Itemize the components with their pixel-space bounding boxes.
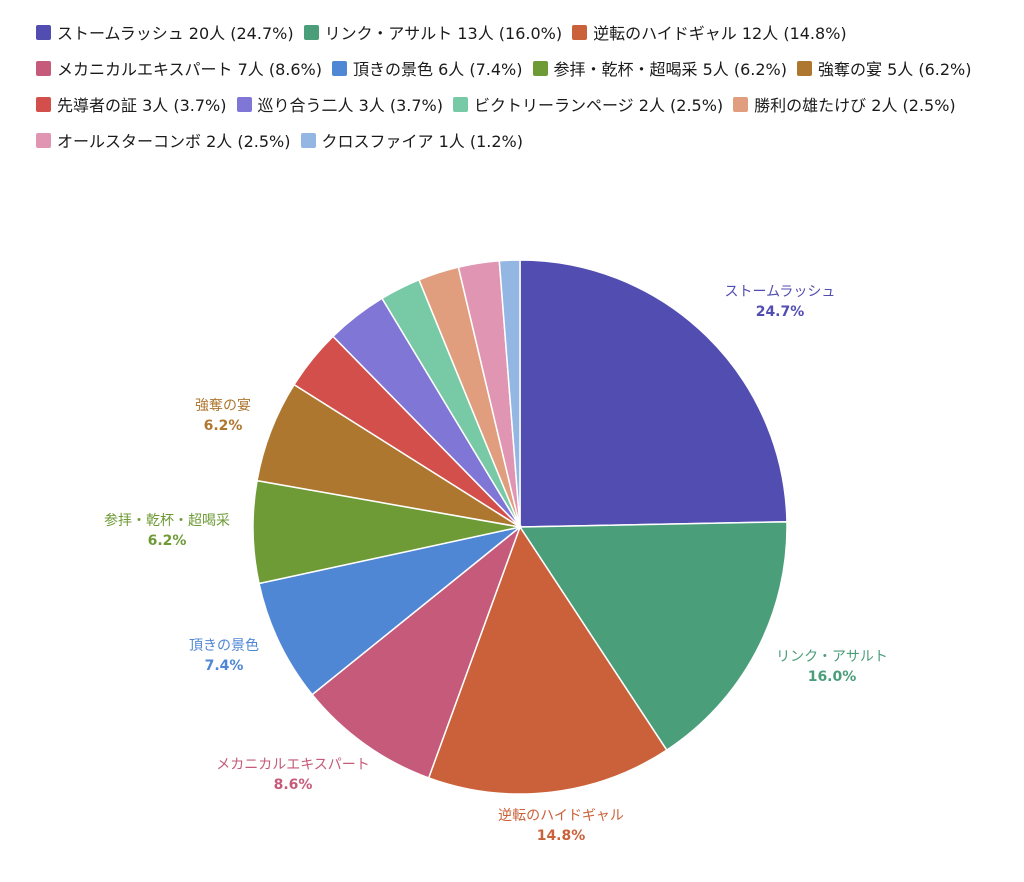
pie-slice[interactable]: [258, 526, 521, 696]
legend-swatch: [532, 60, 548, 76]
legend-item[interactable]: ビクトリーランページ 2人 (2.5%): [453, 90, 723, 118]
pie-slice[interactable]: [518, 521, 788, 752]
legend-label: ストームラッシュ 20人 (24.7%): [57, 24, 294, 43]
slice-label: 強奪の宴: [195, 397, 251, 414]
pie-slice[interactable]: [427, 525, 668, 795]
pie-slice[interactable]: [498, 259, 521, 528]
slice-percent-label: 24.7%: [756, 304, 805, 320]
pie-slice[interactable]: [519, 259, 788, 528]
legend-swatch: [453, 96, 468, 112]
legend-label: 巡り合う二人 3人 (3.7%): [257, 96, 444, 115]
legend-label: オールスターコンボ 2人 (2.5%): [57, 132, 291, 151]
legend-swatch: [797, 60, 813, 76]
slice-percent-label: 16.0%: [808, 669, 857, 685]
legend-item[interactable]: クロスファイア 1人 (1.2%): [300, 126, 524, 154]
legend-label: ビクトリーランページ 2人 (2.5%): [474, 96, 724, 115]
legend-swatch: [300, 132, 316, 148]
slice-label: 逆転のハイドギャル: [498, 808, 624, 824]
legend-item[interactable]: 先導者の証 3人 (3.7%): [36, 90, 227, 118]
legend-swatch: [572, 24, 588, 40]
slice-percent-label: 6.2%: [148, 533, 187, 549]
legend-swatch: [332, 60, 348, 76]
slice-percent-label: 14.8%: [537, 828, 586, 844]
legend-swatch: [36, 96, 51, 112]
slice-label: 頂きの景色: [189, 637, 259, 654]
legend-item[interactable]: メカニカルエキスパート 7人 (8.6%): [36, 54, 322, 82]
legend-item[interactable]: オールスターコンボ 2人 (2.5%): [36, 126, 291, 154]
slice-label: ストームラッシュ: [725, 284, 836, 300]
slice-percent-label: 8.6%: [274, 777, 313, 793]
legend-item[interactable]: リンク・アサルト 13人 (16.0%): [303, 18, 563, 46]
legend-item[interactable]: 頂きの景色 6人 (7.4%): [332, 54, 523, 82]
legend-item[interactable]: 強奪の宴 5人 (6.2%): [797, 54, 972, 82]
legend-item[interactable]: 勝利の雄たけび 2人 (2.5%): [733, 90, 956, 118]
pie-slice[interactable]: [311, 524, 522, 779]
legend-label: 勝利の雄たけび 2人 (2.5%): [754, 96, 956, 115]
slice-label: 参拝・乾杯・超喝采: [104, 512, 230, 529]
slice-label: リンク・アサルト: [776, 649, 888, 665]
legend-label: 先導者の証 3人 (3.7%): [57, 96, 227, 115]
slice-percent-label: 6.2%: [204, 418, 243, 434]
legend-label: 強奪の宴 5人 (6.2%): [818, 60, 972, 79]
legend-label: 頂きの景色 6人 (7.4%): [353, 60, 523, 79]
legend-label: 逆転のハイドギャル 12人 (14.8%): [593, 24, 847, 43]
legend-label: メカニカルエキスパート 7人 (8.6%): [57, 60, 323, 79]
legend-swatch: [36, 24, 51, 40]
legend-swatch: [36, 60, 51, 76]
chart-legend: ストームラッシュ 20人 (24.7%) リンク・アサルト 13人 (16.0%)…: [36, 18, 1011, 154]
legend-item[interactable]: 逆転のハイドギャル 12人 (14.8%): [572, 18, 847, 46]
slice-label: メカニカルエキスパート: [216, 757, 370, 773]
slice-percent-label: 7.4%: [205, 658, 244, 674]
legend-item[interactable]: 参拝・乾杯・超喝采 5人 (6.2%): [532, 54, 788, 82]
legend-item[interactable]: ストームラッシュ 20人 (24.7%): [36, 18, 294, 46]
legend-label: クロスファイア 1人 (1.2%): [321, 132, 524, 151]
legend-swatch: [733, 96, 749, 112]
legend-swatch: [36, 132, 51, 148]
legend-label: リンク・アサルト 13人 (16.0%): [324, 24, 563, 43]
legend-swatch: [236, 96, 252, 112]
legend-swatch: [303, 24, 319, 40]
legend-label: 参拝・乾杯・超喝采 5人 (6.2%): [553, 60, 788, 79]
legend-item[interactable]: 巡り合う二人 3人 (3.7%): [236, 90, 444, 118]
